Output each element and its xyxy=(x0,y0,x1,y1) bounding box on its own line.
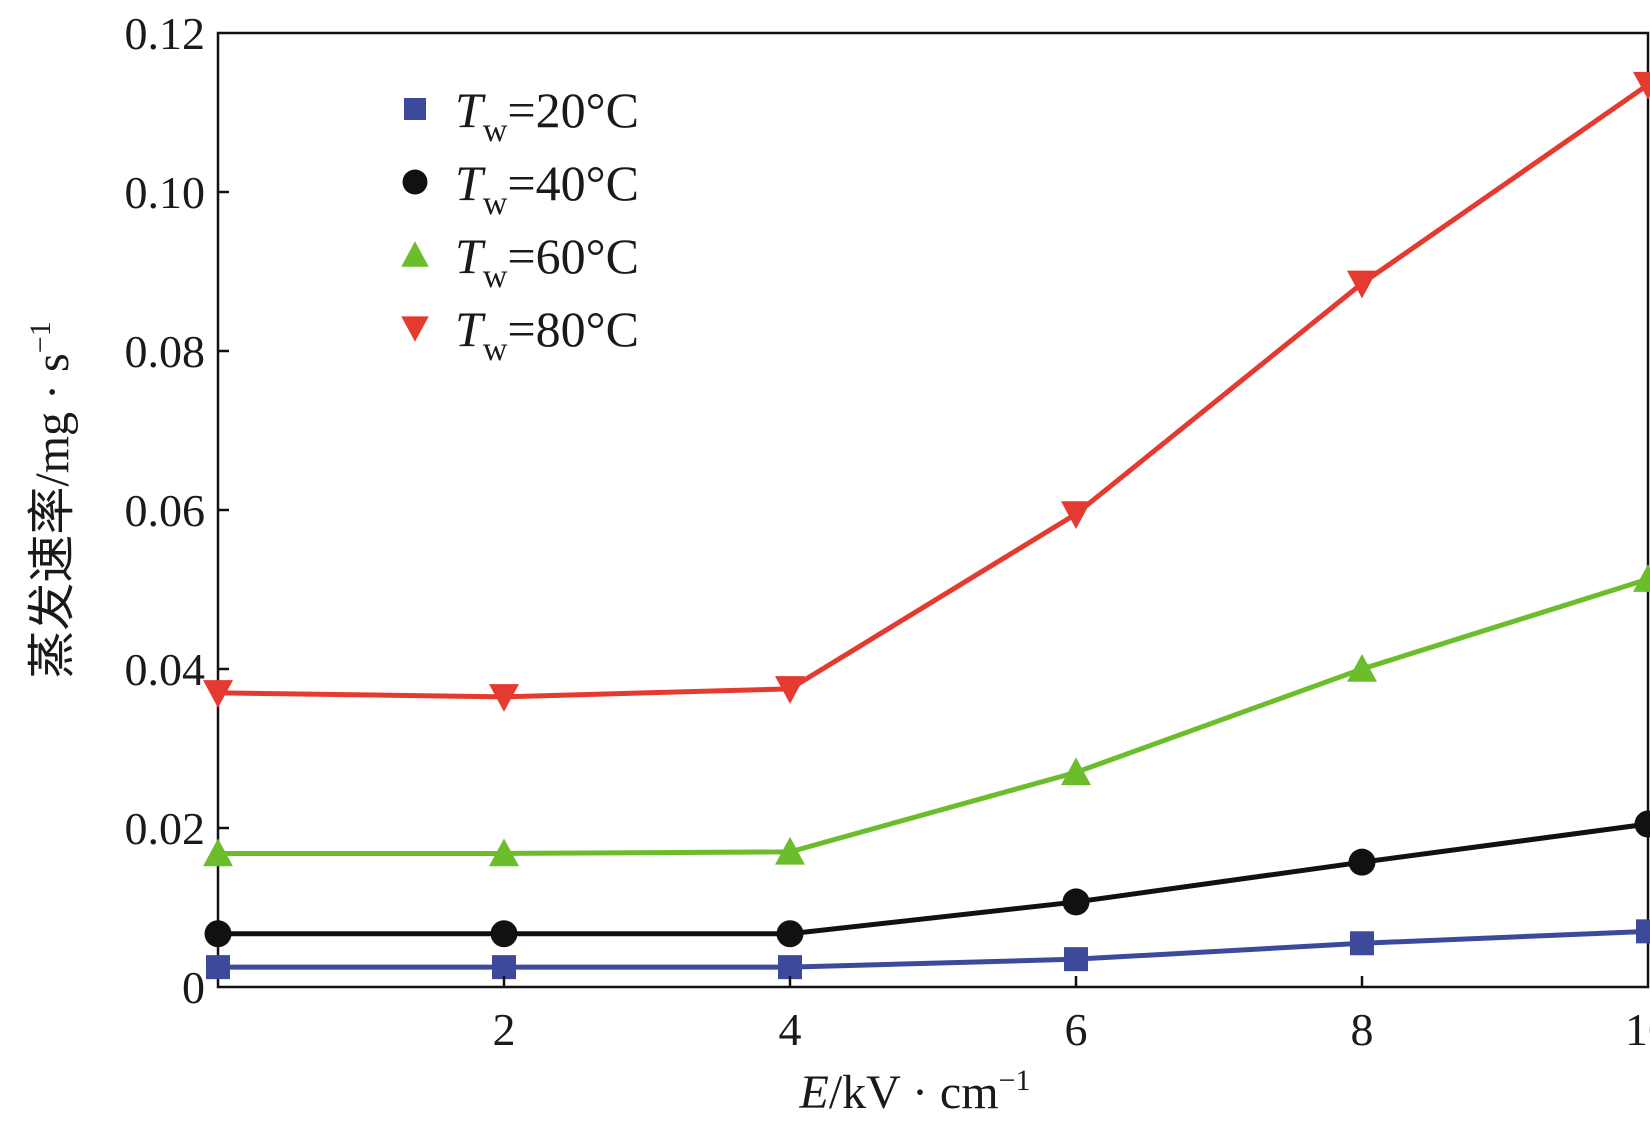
legend-marker xyxy=(404,98,426,120)
data-point xyxy=(204,920,232,948)
x-tick-label: 4 xyxy=(779,1004,802,1055)
data-point xyxy=(1347,270,1377,299)
y-tick-label: 0.04 xyxy=(125,644,206,695)
legend-label: Tw=60°C xyxy=(455,228,639,295)
legend-marker xyxy=(401,316,429,342)
data-point xyxy=(492,955,516,980)
data-point xyxy=(1062,888,1090,916)
y-tick-label: 0.02 xyxy=(125,803,206,854)
series-layer xyxy=(203,71,1650,980)
y-tick-label: 0.12 xyxy=(125,8,206,59)
data-point xyxy=(1061,757,1091,786)
legend: Tw=20°CTw=40°CTw=60°CTw=80°C xyxy=(401,82,639,368)
series-line xyxy=(218,576,1649,856)
data-point xyxy=(489,684,519,712)
data-point xyxy=(775,676,805,704)
y-tick-label: 0 xyxy=(182,962,205,1013)
data-point xyxy=(1636,919,1650,944)
ticks-layer: 0 0.02 0.04 0.06 0.08 0.10 0.12 2 4 6 8 10 xyxy=(125,8,1650,1055)
legend-label: Tw=40°C xyxy=(455,155,639,222)
data-point xyxy=(1347,654,1377,682)
legend-label: Tw=20°C xyxy=(455,82,639,149)
data-point xyxy=(1064,947,1088,972)
data-point xyxy=(1348,848,1376,876)
data-point xyxy=(1061,501,1091,529)
y-tick-label: 0.06 xyxy=(125,485,206,536)
x-tick-label: 10 xyxy=(1625,1004,1650,1055)
data-point xyxy=(1633,71,1650,100)
legend-marker xyxy=(401,241,429,267)
data-point xyxy=(489,838,519,867)
data-point xyxy=(778,955,802,980)
plot-frame xyxy=(216,31,1650,989)
y-axis-label: 蒸发速率/mg · s−1 xyxy=(24,321,79,678)
y-tick-label: 0.08 xyxy=(125,326,206,377)
series-line xyxy=(218,928,1649,970)
series-line xyxy=(218,821,1649,937)
data-point xyxy=(1633,564,1650,592)
data-point xyxy=(490,920,518,948)
x-tick-label: 6 xyxy=(1065,1004,1088,1055)
plot-area xyxy=(216,31,1650,989)
x-axis-label: E/kV · cm−1 xyxy=(798,1064,1030,1119)
series-line xyxy=(217,82,1650,700)
x-tick-label: 8 xyxy=(1351,1004,1374,1055)
data-point xyxy=(776,920,804,948)
data-point xyxy=(1634,810,1650,838)
x-tick-label: 2 xyxy=(493,1004,516,1055)
y-tick-label: 0.10 xyxy=(125,167,206,218)
data-point xyxy=(203,838,233,867)
data-point xyxy=(206,955,230,980)
data-point xyxy=(775,836,805,865)
legend-label: Tw=80°C xyxy=(455,301,639,368)
data-point xyxy=(1350,931,1374,956)
data-point xyxy=(203,680,233,708)
legend-marker xyxy=(402,169,428,195)
